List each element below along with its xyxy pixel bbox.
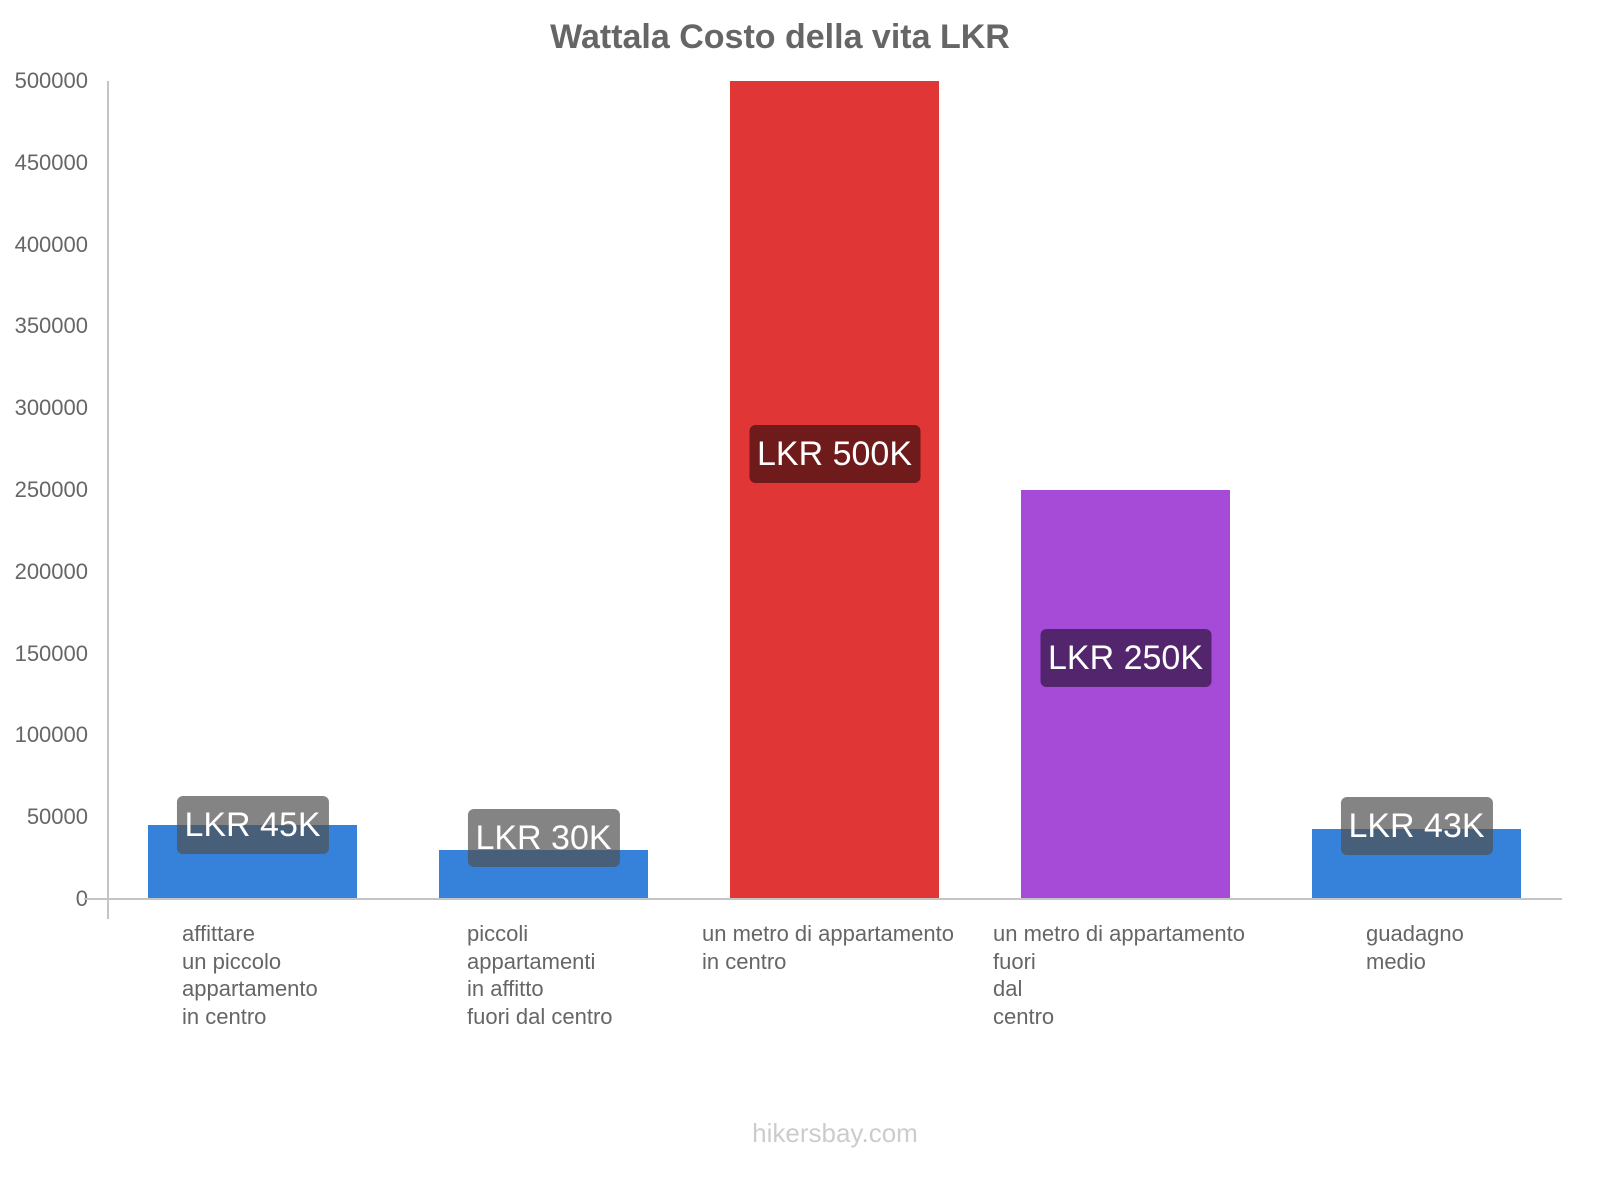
bar-value-label: LKR 45K: [176, 796, 329, 854]
bar-value-label: LKR 250K: [1040, 629, 1211, 687]
x-tick-label: un metro di appartamento fuori dal centr…: [993, 921, 1245, 1029]
y-tick-label: 200000: [14, 558, 88, 584]
chart-title: Wattala Costo della vita LKR: [550, 18, 1010, 56]
bar-value-label: LKR 500K: [749, 425, 920, 483]
y-tick-label: 450000: [14, 149, 88, 175]
y-tick-label: 0: [75, 886, 88, 911]
x-tick-label: affittare un piccolo appartamento in cen…: [182, 921, 318, 1029]
x-tick-label: piccoli appartamenti in affitto fuori da…: [467, 921, 613, 1029]
bar-value-label: LKR 43K: [1340, 797, 1493, 855]
y-tick-label: 350000: [14, 313, 88, 339]
y-tick-label: 500000: [14, 68, 88, 93]
bar[interactable]: [1021, 490, 1230, 899]
y-tick-label: 150000: [14, 640, 88, 666]
x-tick-label: guadagno medio: [1366, 921, 1464, 974]
y-tick-label: 250000: [14, 477, 88, 502]
y-tick-label: 100000: [14, 722, 88, 748]
bar-value-label: LKR 30K: [467, 809, 620, 867]
y-tick-label: 300000: [14, 395, 88, 421]
x-tick-label: un metro di appartamento in centro: [702, 921, 954, 974]
x-axis-line: [84, 898, 1562, 900]
footer-watermark: hikersbay.com: [752, 1118, 918, 1148]
y-axis-line: [107, 81, 109, 919]
y-tick-label: 400000: [14, 231, 88, 257]
y-tick-label: 50000: [26, 804, 88, 830]
bar[interactable]: [730, 81, 939, 899]
